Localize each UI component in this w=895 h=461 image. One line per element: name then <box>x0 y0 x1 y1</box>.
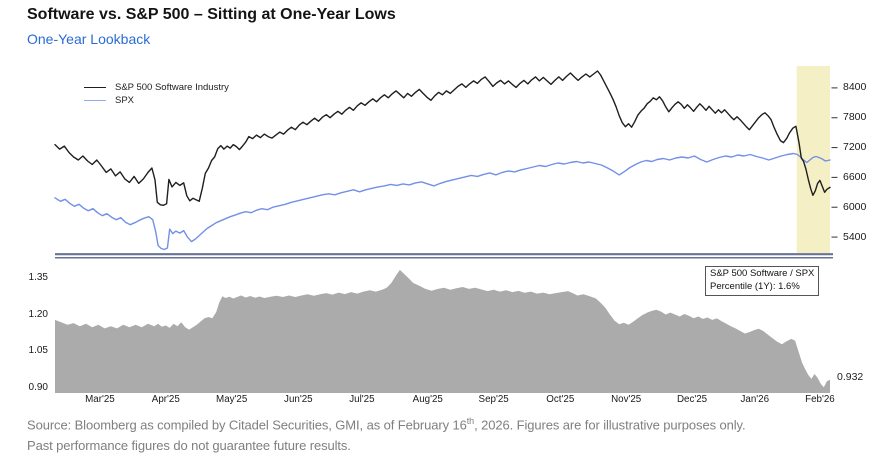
x-tick-label: Nov'25 <box>611 394 642 405</box>
price-y-tick-label: 8400 <box>843 81 867 94</box>
source-footnote: Source: Bloomberg as compiled by Citadel… <box>27 414 895 456</box>
annotation-line-1: S&P 500 Software / SPX <box>710 268 815 279</box>
spx-line <box>54 152 831 251</box>
price-y-tick-label: 7800 <box>843 111 867 124</box>
x-tick-label: Aug'25 <box>412 394 443 405</box>
ratio-area <box>55 269 830 393</box>
ratio-y-tick-label: 0.90 <box>28 381 48 393</box>
x-tick-label: May'25 <box>216 394 248 405</box>
legend-item-spx: SPX <box>84 94 229 107</box>
x-tick-label: Jul'25 <box>349 394 375 405</box>
source-line-1: Source: Bloomberg as compiled by Citadel… <box>27 416 746 433</box>
x-tick-label: Jan'26 <box>740 394 770 405</box>
x-tick-label: Feb'26 <box>805 394 835 405</box>
ratio-end-value-label: 0.932 <box>837 371 864 383</box>
x-tick-label: Apr'25 <box>151 394 180 405</box>
x-tick-label: Mar'25 <box>85 394 115 405</box>
chart-legend: S&P 500 Software Industry SPX <box>84 81 229 107</box>
ratio-y-tick-label: 1.35 <box>28 271 48 283</box>
legend-label-spx: SPX <box>115 95 135 106</box>
ratio-y-tick-label: 1.20 <box>28 308 48 320</box>
price-y-tick-label: 6600 <box>843 170 867 183</box>
source-line-2: Past performance figures do not guarante… <box>27 438 351 454</box>
legend-item-software: S&P 500 Software Industry <box>84 81 229 94</box>
x-tick-label: Dec'25 <box>676 394 708 405</box>
price-y-tick-label: 7200 <box>843 141 867 154</box>
x-tick-label: Oct'25 <box>546 394 575 405</box>
price-y-tick-label: 6000 <box>843 200 867 213</box>
percentile-annotation: S&P 500 Software / SPX Percentile (1Y): … <box>705 266 820 297</box>
price-y-tick-label: 5400 <box>843 230 867 243</box>
annotation-line-2: Percentile (1Y): 1.6% <box>710 280 800 292</box>
software-line-swatch <box>84 87 106 88</box>
software-line <box>54 70 831 207</box>
ratio-y-tick-label: 1.05 <box>28 345 48 357</box>
page-title: Software vs. S&P 500 – Sitting at One-Ye… <box>27 6 396 23</box>
x-tick-label: Jun'25 <box>284 394 313 405</box>
spx-line-swatch <box>84 100 106 101</box>
legend-label-software: S&P 500 Software Industry <box>115 82 229 93</box>
page-subtitle: One-Year Lookback <box>27 31 151 47</box>
x-tick-label: Sep'25 <box>478 394 509 405</box>
